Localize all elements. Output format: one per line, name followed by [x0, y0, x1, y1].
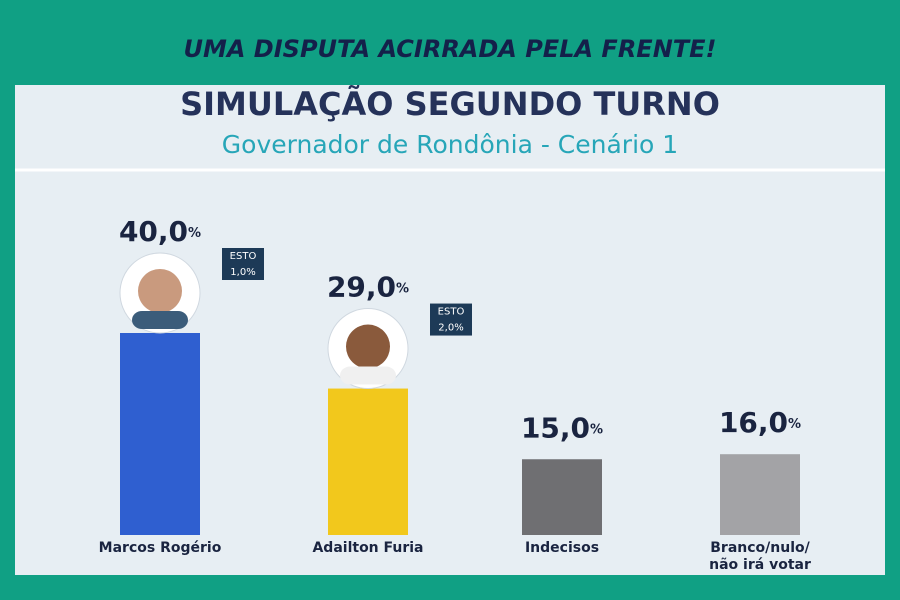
badge-label: ESTO: [230, 251, 257, 262]
avatar-face: [138, 269, 182, 313]
x-tick-label: Indecisos: [525, 540, 599, 556]
bar: [720, 454, 800, 535]
x-tick-label: Adailton Furia: [312, 540, 423, 556]
chart-subtitle: Governador de Rondônia - Cenário 1: [222, 130, 678, 159]
value-label: 16,0%: [719, 406, 801, 439]
x-tick-label: Marcos Rogério: [99, 540, 222, 556]
avatar-body: [340, 366, 396, 385]
avatar-face: [346, 324, 390, 369]
badge-text: 2,0%: [438, 323, 463, 334]
value-label: 40,0%: [119, 215, 201, 248]
value-label: 29,0%: [327, 271, 409, 304]
badge-bg: [430, 303, 472, 336]
bar: [120, 333, 200, 535]
avatar-body: [132, 311, 188, 329]
x-tick-label: Branco/nulo/não irá votar: [709, 540, 811, 573]
bar: [328, 388, 408, 535]
badge-label: ESTO: [438, 307, 465, 318]
badge-text: 1,0%: [230, 267, 255, 278]
value-label: 15,0%: [521, 411, 603, 444]
badge-bg: [222, 248, 264, 280]
banner: UMA DISPUTA ACIRRADA PELA FRENTE!: [184, 35, 717, 63]
bar: [522, 459, 602, 535]
chart-title: SIMULAÇÃO SEGUNDO TURNO: [180, 85, 720, 123]
